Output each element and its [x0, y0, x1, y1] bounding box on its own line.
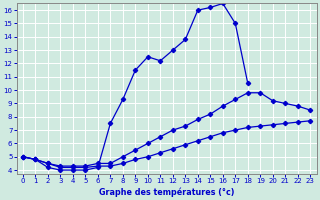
X-axis label: Graphe des températures (°c): Graphe des températures (°c)	[99, 187, 234, 197]
